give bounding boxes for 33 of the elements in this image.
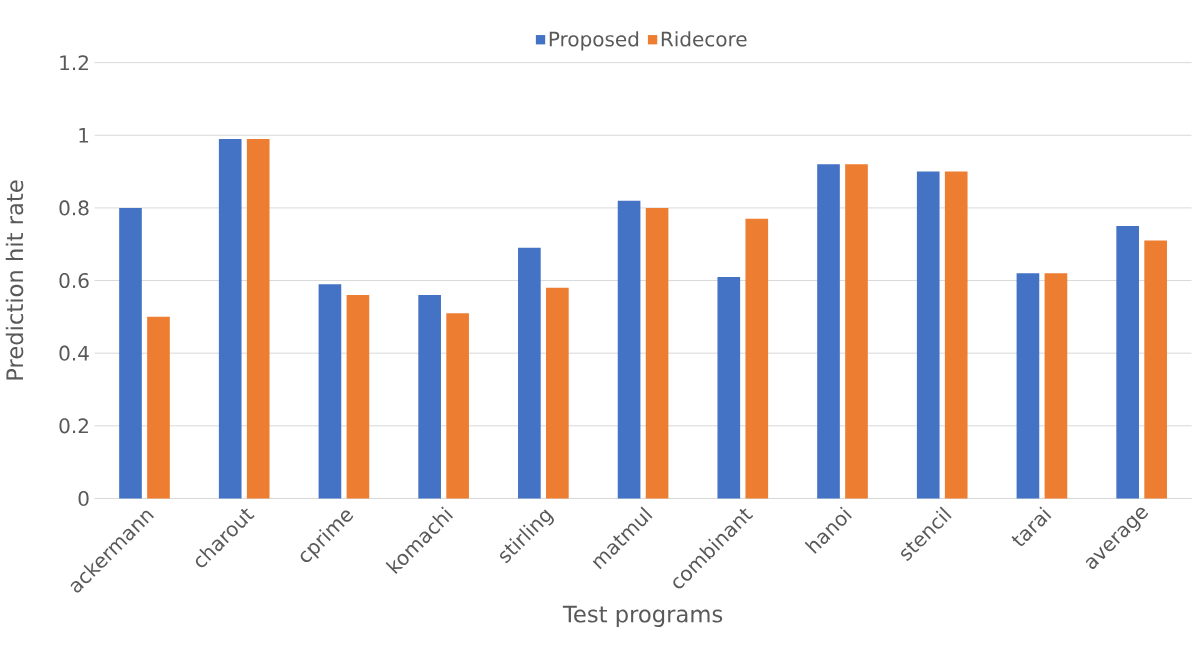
bar <box>246 139 270 499</box>
bar <box>617 200 641 499</box>
y-tick-label: 0.6 <box>59 273 89 289</box>
bar <box>1116 226 1139 499</box>
bar <box>1044 273 1068 499</box>
bar <box>916 171 940 499</box>
legend-label: Proposed <box>549 31 639 51</box>
y-tick-label: 0.8 <box>59 200 89 216</box>
y-tick-label: 0.2 <box>59 418 88 434</box>
bar <box>1144 240 1167 499</box>
bar <box>745 218 769 499</box>
y-tick-label: 0 <box>78 491 89 507</box>
y-tick-label: 0.4 <box>59 345 89 361</box>
bar <box>518 247 541 499</box>
bar <box>817 164 840 499</box>
bar <box>944 171 968 499</box>
bar <box>218 139 242 499</box>
bar <box>845 164 868 499</box>
bar <box>1016 273 1040 499</box>
bar <box>446 313 469 499</box>
bar <box>645 208 669 499</box>
y-tick-label: 1.2 <box>60 55 88 71</box>
x-axis-title: Test programs <box>562 605 723 628</box>
y-axis-title: Prediction hit rate <box>5 180 24 380</box>
legend-label: Ridecore <box>661 31 747 47</box>
bar <box>717 277 741 499</box>
y-tick-label: 1 <box>79 128 89 143</box>
bar <box>147 317 170 499</box>
bar <box>119 208 142 499</box>
bar <box>318 284 342 499</box>
bar <box>346 295 370 499</box>
bar <box>546 287 569 499</box>
bar <box>418 295 441 499</box>
